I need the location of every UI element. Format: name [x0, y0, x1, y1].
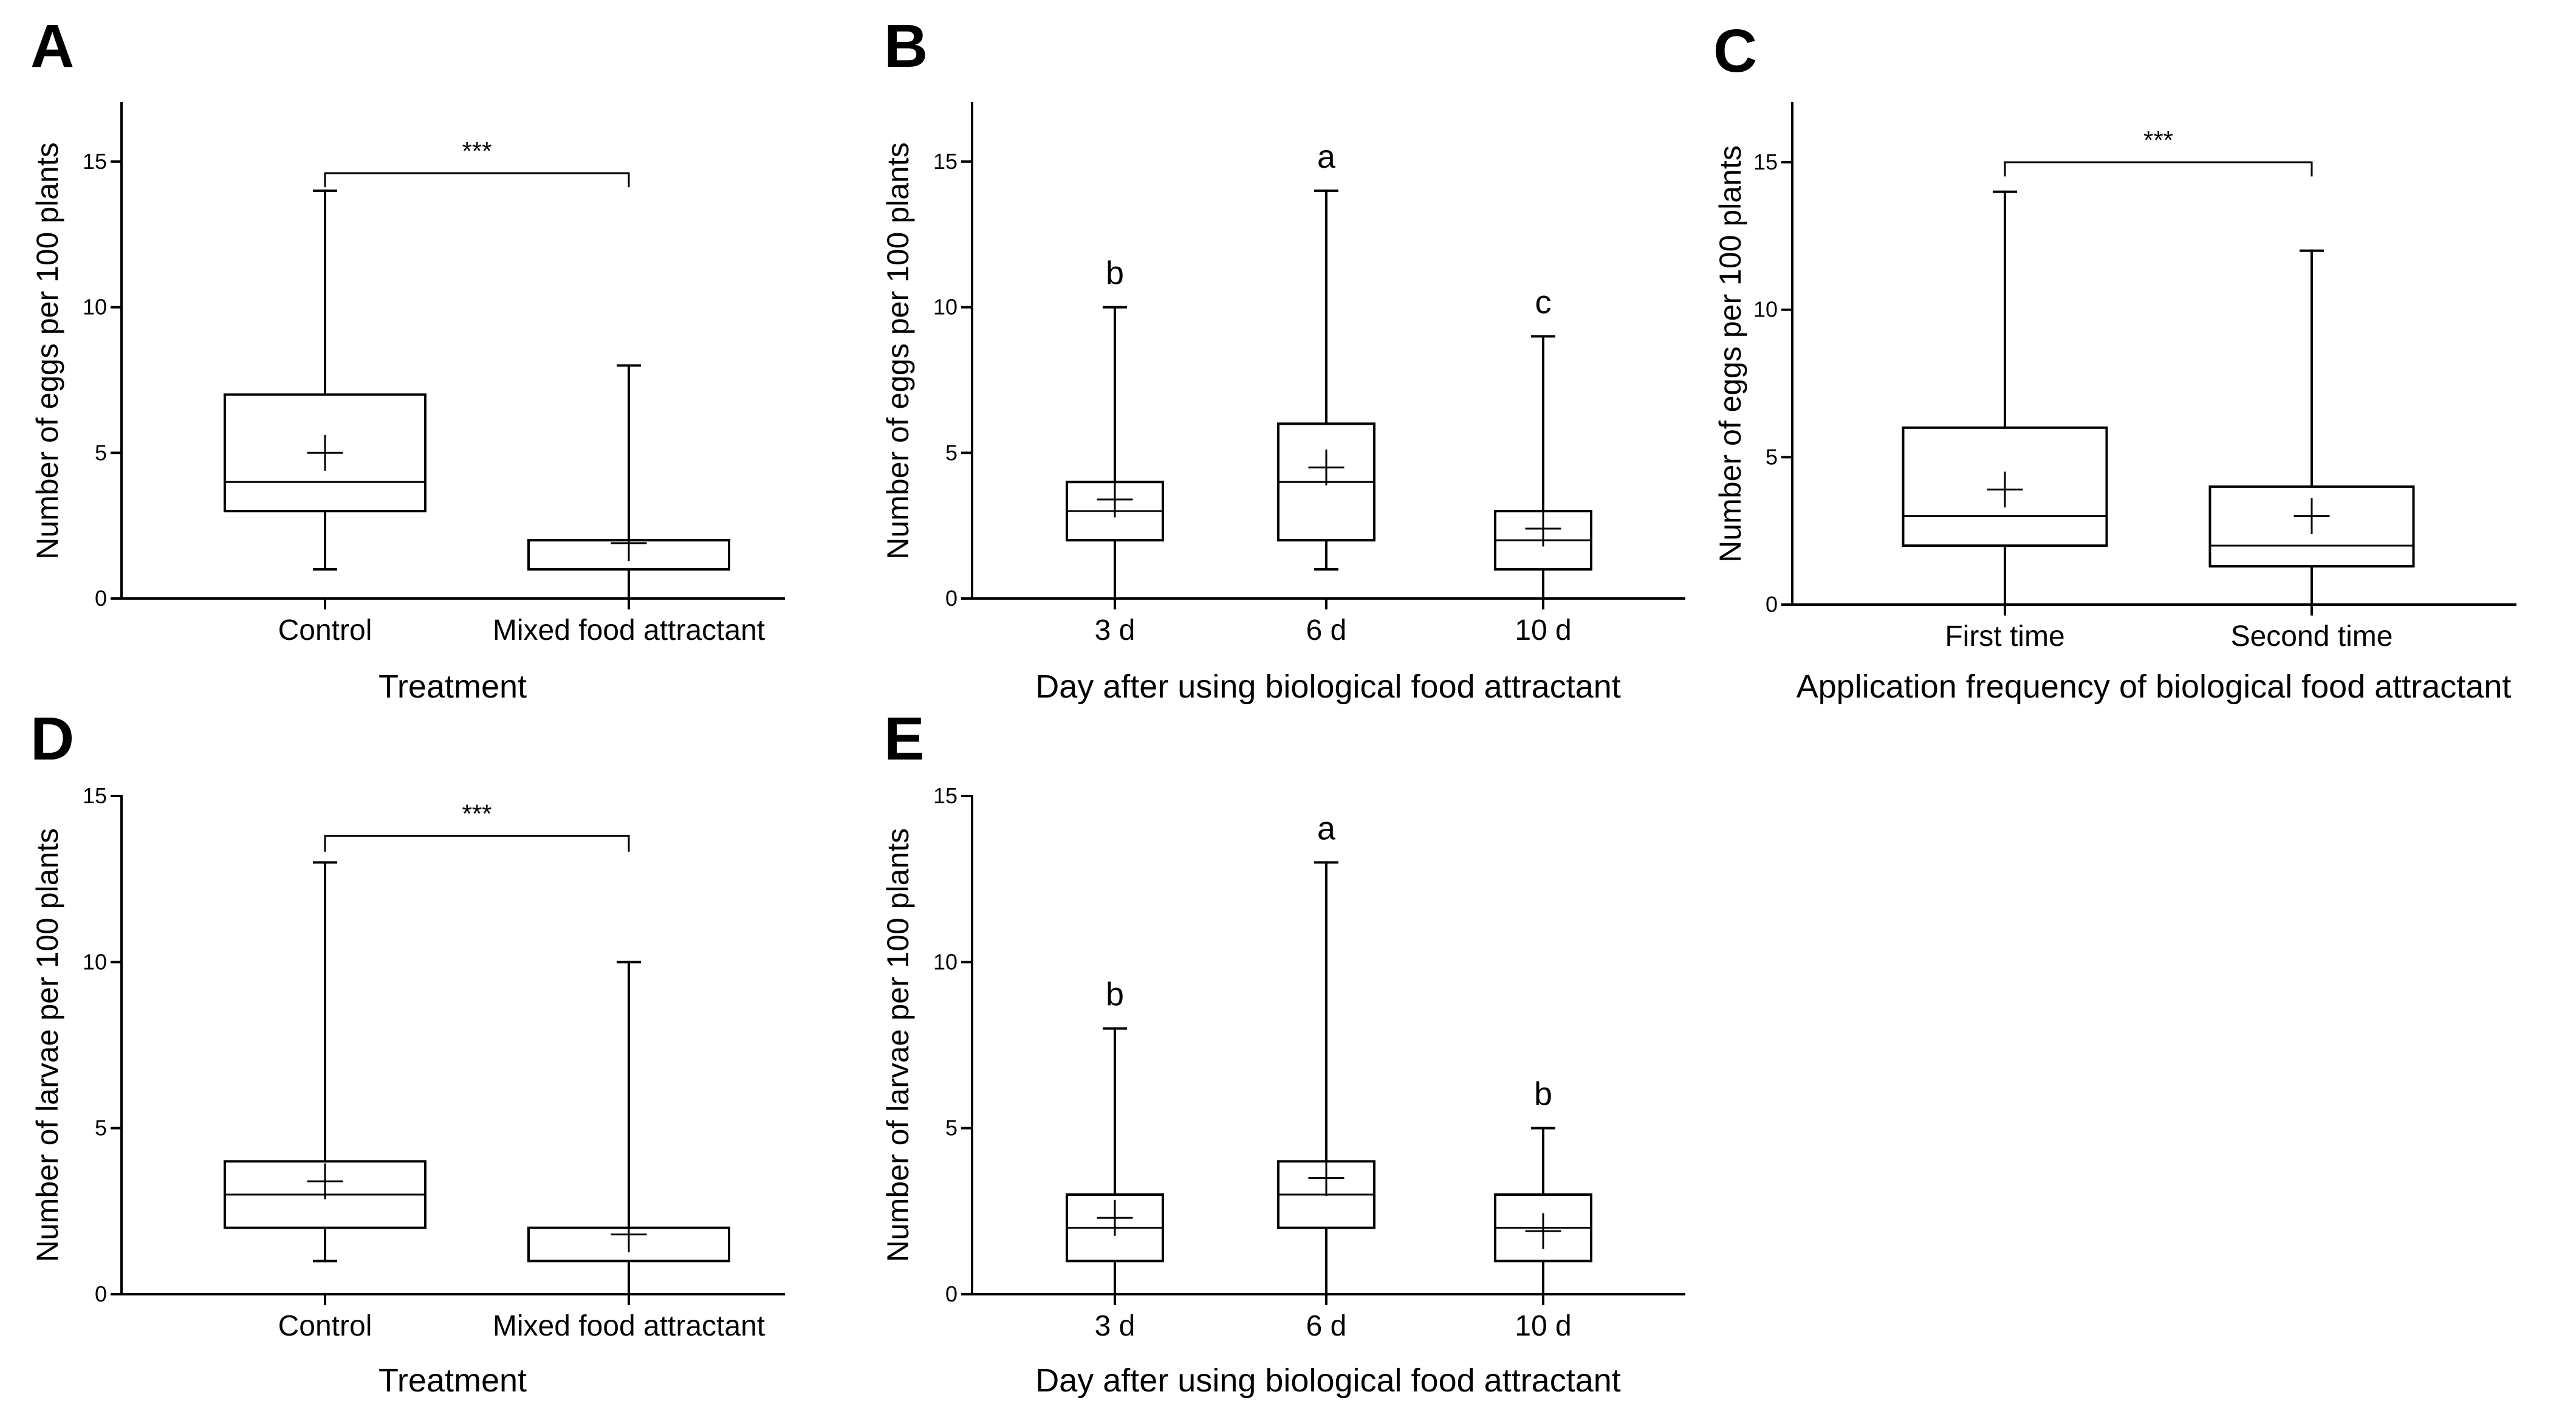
y-tick-label: 0	[95, 586, 107, 611]
y-axis-label: Number of larvae per 100 plants	[30, 828, 64, 1262]
significance-stars: ***	[2143, 126, 2173, 154]
panel-e: E 0 5 10 15 3 d 6 d 10 d Number of larvae per 10…	[881, 705, 1685, 1399]
panel-label: C	[1713, 17, 1757, 85]
significance-letter: c	[1535, 284, 1552, 321]
panel-label: A	[30, 12, 74, 80]
box-plot-1	[2208, 249, 2415, 606]
box-plot-1	[527, 961, 730, 1295]
y-tick-label: 10	[83, 949, 107, 974]
x-tick-label: 6 d	[1306, 1310, 1347, 1342]
x-tick-label: Mixed food attractant	[493, 614, 765, 647]
y-tick-label: 5	[1766, 444, 1778, 469]
x-tick-label: 10 d	[1515, 1310, 1571, 1342]
y-tick-label: 10	[933, 949, 957, 974]
x-tick-label: 6 d	[1306, 614, 1347, 647]
significance-bracket: ***	[324, 800, 630, 852]
significance-bracket: ***	[324, 137, 630, 188]
panel-a: A 0 5 10 15 Control Mixed food attractant Numbe…	[30, 12, 785, 705]
significance-stars: ***	[462, 800, 492, 828]
y-tick-label: 0	[945, 586, 957, 611]
x-axis-label: Application frequency of biological food…	[1797, 668, 2512, 705]
box-plot-2: c	[1494, 284, 1592, 600]
y-tick-label: 0	[945, 1281, 957, 1306]
box-plot-0	[1902, 190, 2108, 606]
y-tick-label: 0	[1766, 592, 1778, 617]
y-tick-label: 5	[945, 1116, 957, 1141]
box-plot-0: b	[1066, 255, 1164, 600]
y-tick-label: 15	[83, 783, 107, 808]
significance-letter: b	[1534, 1076, 1552, 1113]
y-tick-label: 15	[83, 149, 107, 174]
y-tick-label: 5	[945, 440, 957, 465]
x-tick-label: 10 d	[1515, 614, 1571, 647]
box-plot-1: a	[1277, 810, 1375, 1295]
y-tick-label: 5	[95, 440, 107, 465]
significance-stars: ***	[462, 137, 492, 165]
x-tick-label: 3 d	[1095, 1310, 1136, 1342]
y-tick-label: 10	[83, 295, 107, 320]
significance-letter: b	[1106, 255, 1124, 292]
y-axis-label: Number of eggs per 100 plants	[30, 142, 64, 560]
significance-letter: a	[1317, 810, 1336, 846]
y-tick-label: 15	[1753, 149, 1778, 174]
y-tick-label: 10	[1753, 297, 1778, 322]
panel-label: B	[884, 12, 928, 80]
panel-label: D	[30, 705, 74, 773]
x-tick-label: First time	[1945, 620, 2064, 653]
significance-letter: a	[1317, 139, 1336, 175]
x-axis-label: Treatment	[379, 668, 527, 705]
x-tick-label: 3 d	[1095, 614, 1136, 647]
y-axis-label: Number of eggs per 100 plants	[881, 142, 915, 560]
panel-label: E	[884, 705, 925, 773]
box-plot-0: b	[1066, 976, 1164, 1295]
box-plot-1	[527, 364, 730, 600]
box-plot-0	[224, 861, 426, 1263]
x-tick-label: Control	[278, 1310, 372, 1342]
y-axis-label: Number of eggs per 100 plants	[1713, 145, 1747, 563]
y-tick-label: 15	[933, 149, 957, 174]
panel-b: B 0 5 10 15 3 d 6 d 10 d Number of eggs per 100 …	[881, 12, 1685, 705]
x-tick-label: Mixed food attractant	[493, 1310, 765, 1342]
significance-letter: b	[1106, 976, 1124, 1013]
y-axis-label: Number of larvae per 100 plants	[881, 828, 915, 1262]
y-tick-label: 0	[95, 1281, 107, 1306]
box-plot-0	[224, 189, 426, 571]
y-tick-label: 5	[95, 1116, 107, 1141]
x-tick-label: Second time	[2231, 620, 2393, 653]
box-plot-2: b	[1494, 1076, 1592, 1295]
x-axis-label: Treatment	[379, 1362, 527, 1399]
panel-c: C 0 5 10 15 First time Second time Number of eg…	[1713, 17, 2516, 705]
x-axis-label: Day after using biological food attracta…	[1035, 1362, 1621, 1399]
significance-bracket: ***	[2004, 126, 2313, 177]
x-axis-label: Day after using biological food attracta…	[1035, 668, 1621, 705]
y-tick-label: 15	[933, 783, 957, 808]
x-tick-label: Control	[278, 614, 372, 647]
box-plot-1: a	[1277, 139, 1375, 571]
panel-d: D 0 5 10 15 Control Mixed food attractant Numbe…	[30, 705, 785, 1399]
y-tick-label: 10	[933, 295, 957, 320]
